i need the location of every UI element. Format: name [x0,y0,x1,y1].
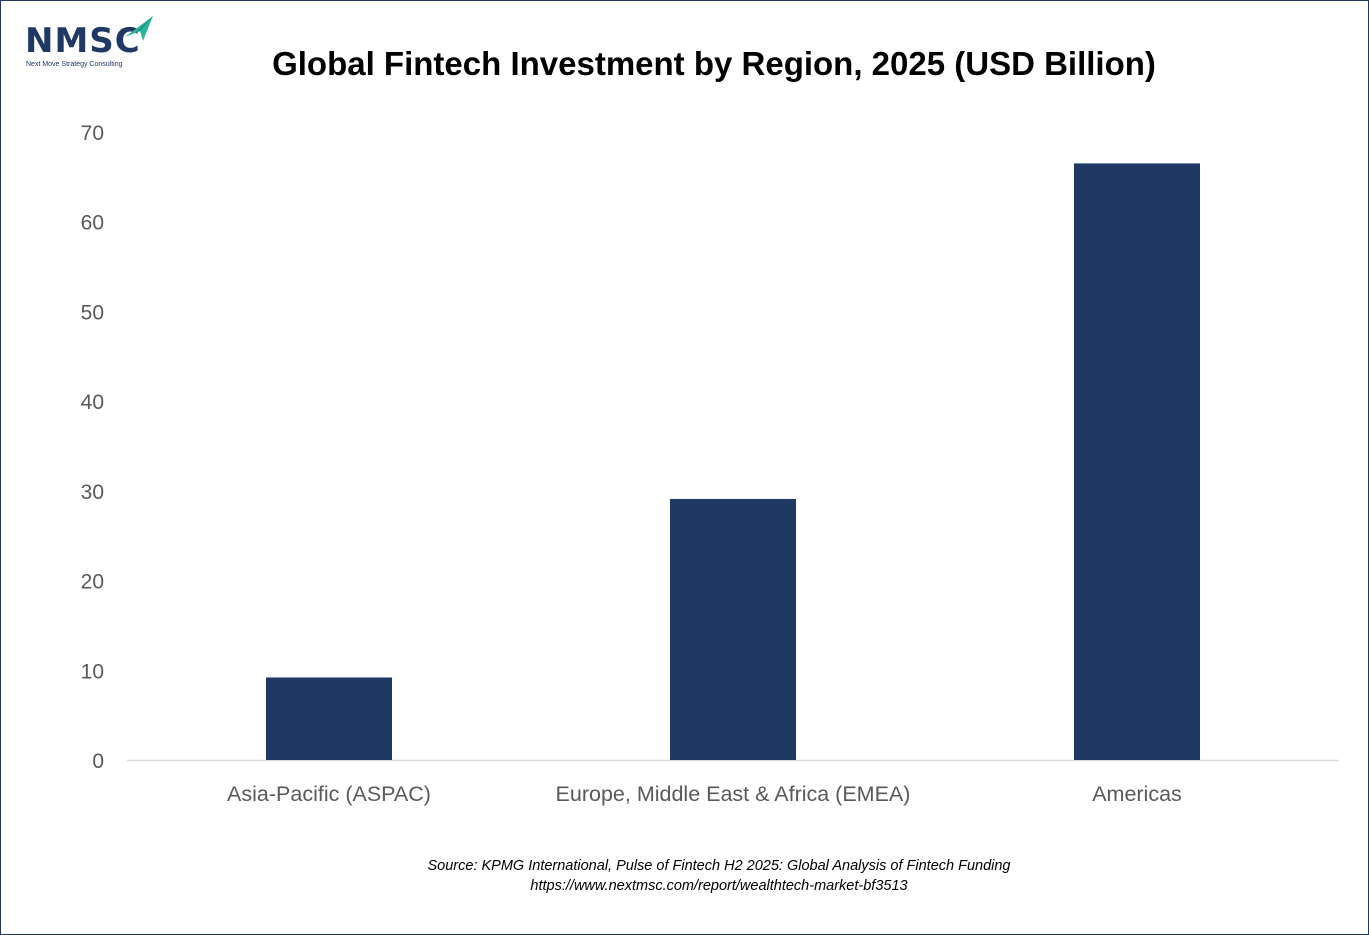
bar [670,498,796,760]
bar [266,677,392,760]
logo-tagline: Next Move Strategy Consulting [26,61,123,68]
x-tick-label: Americas [1092,782,1182,806]
y-tick-label: 50 [81,301,104,324]
arrow-icon [125,16,153,41]
y-tick-label: 30 [81,481,104,504]
source-line: Source: KPMG International, Pulse of Fin… [427,858,1011,874]
y-tick-label: 70 [81,122,104,145]
x-tick-label: Europe, Middle East & Africa (EMEA) [556,782,911,806]
x-tick-label: Asia-Pacific (ASPAC) [227,782,431,806]
bar [1074,163,1200,760]
nmsc-logo: NMSC Next Move Strategy Consulting [23,15,163,75]
logo-text: NMSC [25,21,141,61]
y-tick-label: 40 [81,391,104,414]
y-tick-label: 60 [81,212,104,235]
y-tick-label: 20 [81,571,104,594]
source-note: Source: KPMG International, Pulse of Fin… [1,856,1369,896]
source-url: https://www.nextmsc.com/report/wealthtec… [530,878,908,894]
y-tick-label: 10 [81,660,104,683]
chart-title: Global Fintech Investment by Region, 202… [272,45,1156,82]
y-tick-label: 0 [92,750,104,773]
